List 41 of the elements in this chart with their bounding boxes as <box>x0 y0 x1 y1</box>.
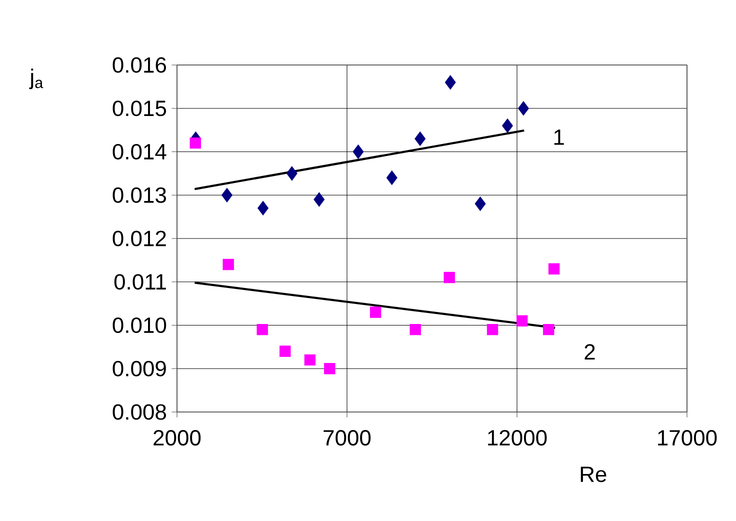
point <box>518 101 529 116</box>
y-tick-label: 0.015 <box>112 100 166 116</box>
point <box>410 324 421 336</box>
point <box>370 306 382 318</box>
point <box>543 324 554 336</box>
y-tick-label: 0.008 <box>112 404 166 420</box>
series-label: 1 <box>554 130 564 145</box>
point <box>280 346 291 357</box>
y-axis-title: j$_{a}$ <box>29 68 44 90</box>
point <box>222 258 234 270</box>
point <box>324 363 336 374</box>
point <box>190 137 201 149</box>
point <box>502 118 513 133</box>
x-tick-label: 2000 <box>154 430 201 446</box>
point <box>548 263 560 274</box>
point <box>304 354 316 366</box>
x-axis-title: Re <box>580 466 606 482</box>
point <box>486 324 498 336</box>
x-tick-label: 17000 <box>658 430 717 446</box>
x-tick-label: 7000 <box>324 430 371 446</box>
y-tick-label: 0.011 <box>114 274 166 290</box>
point <box>516 315 528 327</box>
point <box>352 144 364 159</box>
point <box>444 75 456 90</box>
point <box>256 324 268 336</box>
y-tick-label: 0.010 <box>112 317 166 334</box>
y-tick-label: 0.012 <box>112 230 166 246</box>
point <box>222 188 232 202</box>
y-tick-label: 0.013 <box>112 187 166 203</box>
y-tick-label: 0.014 <box>112 144 166 160</box>
y-tick-label: 0.009 <box>112 360 166 376</box>
point <box>474 196 486 211</box>
y-tick-label: 0.016 <box>112 57 166 73</box>
x-tick-label: 12000 <box>488 430 547 446</box>
point <box>386 170 398 185</box>
point <box>444 272 455 284</box>
point <box>286 166 298 181</box>
point <box>414 132 426 146</box>
series-label: 2 <box>584 344 595 360</box>
point <box>258 200 268 216</box>
point <box>314 192 325 207</box>
